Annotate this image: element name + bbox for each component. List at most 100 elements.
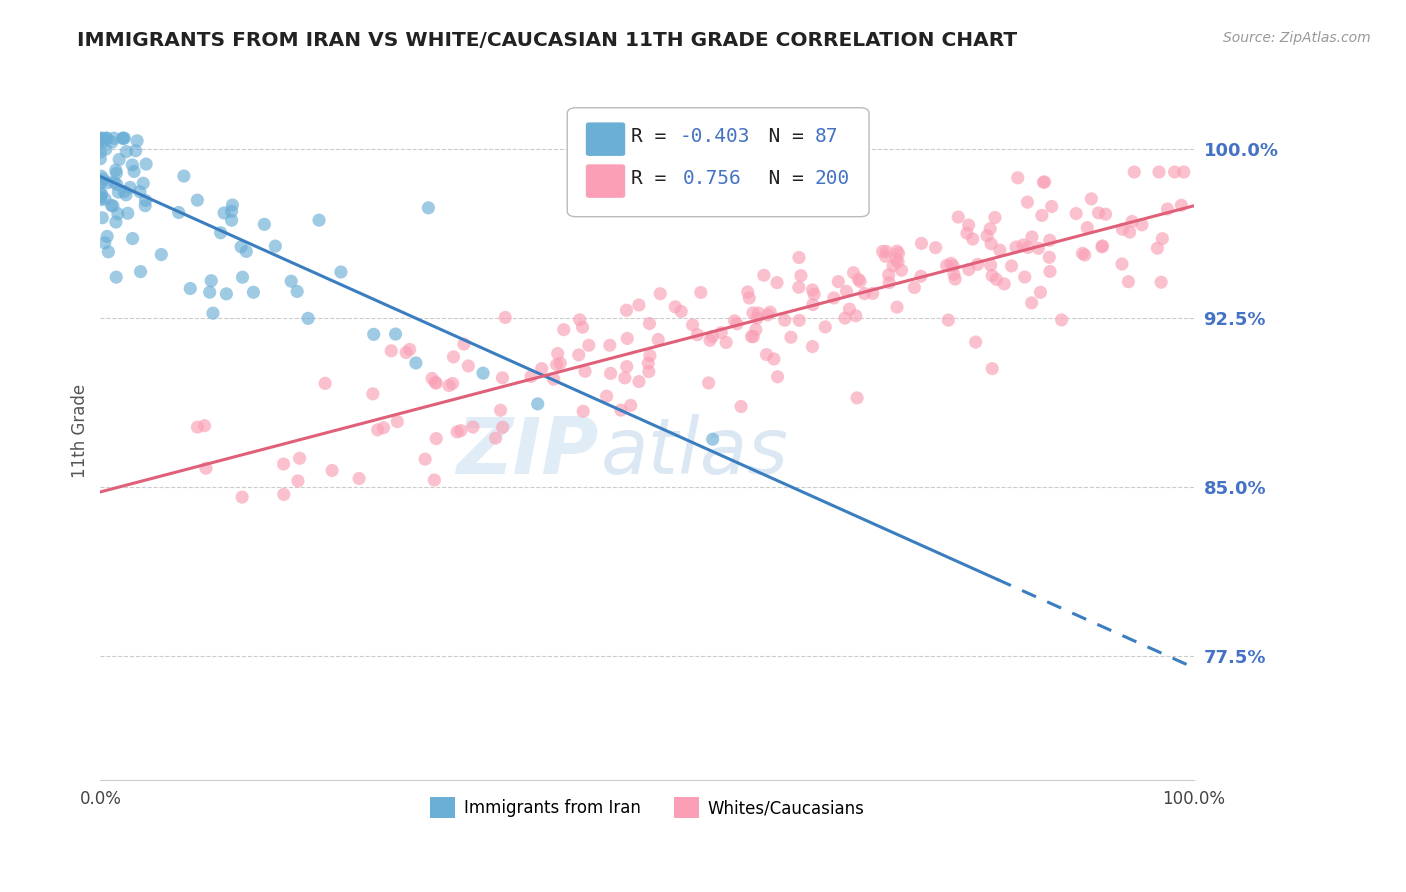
Point bbox=[780, 330, 803, 344]
Point bbox=[198, 285, 221, 300]
Point bbox=[647, 333, 669, 347]
Point bbox=[96, 131, 118, 145]
Point bbox=[745, 323, 768, 337]
Point bbox=[910, 269, 932, 284]
Point bbox=[814, 319, 837, 334]
Point bbox=[939, 256, 962, 270]
Point bbox=[1021, 296, 1043, 310]
Point bbox=[90, 186, 112, 201]
Point bbox=[610, 403, 633, 417]
Point bbox=[553, 323, 575, 337]
Point bbox=[103, 131, 125, 145]
Point bbox=[616, 303, 638, 318]
Point bbox=[980, 258, 1002, 272]
Point bbox=[441, 376, 464, 391]
Point bbox=[697, 376, 720, 390]
Point bbox=[755, 348, 778, 362]
Point bbox=[924, 241, 946, 255]
Point bbox=[405, 356, 427, 370]
Point bbox=[193, 418, 215, 433]
Point bbox=[599, 367, 621, 381]
Point bbox=[314, 376, 336, 391]
Point bbox=[638, 317, 661, 331]
Point bbox=[97, 176, 120, 190]
Point bbox=[200, 274, 222, 288]
Point bbox=[115, 187, 138, 202]
Point bbox=[1005, 240, 1028, 254]
Point bbox=[89, 190, 111, 204]
Point bbox=[886, 244, 908, 258]
Point bbox=[90, 193, 112, 207]
Text: IMMIGRANTS FROM IRAN VS WHITE/CAUCASIAN 11TH GRADE CORRELATION CHART: IMMIGRANTS FROM IRAN VS WHITE/CAUCASIAN … bbox=[77, 31, 1018, 50]
Point bbox=[201, 306, 224, 320]
Point bbox=[547, 346, 569, 360]
Point bbox=[936, 313, 959, 327]
Point bbox=[787, 280, 810, 294]
Point bbox=[616, 359, 638, 374]
Point bbox=[363, 327, 385, 342]
Point bbox=[942, 267, 965, 281]
Text: 0.756: 0.756 bbox=[683, 169, 742, 188]
Point bbox=[150, 247, 173, 261]
Point bbox=[461, 420, 484, 434]
Point bbox=[637, 356, 659, 370]
Point bbox=[472, 366, 495, 380]
Point bbox=[1111, 222, 1133, 236]
Point bbox=[766, 369, 789, 384]
Point bbox=[620, 398, 643, 412]
Point bbox=[838, 302, 860, 317]
Point bbox=[273, 457, 295, 471]
Point bbox=[425, 376, 447, 390]
Point bbox=[599, 338, 621, 352]
Point bbox=[90, 169, 112, 183]
Point bbox=[194, 461, 217, 475]
Point bbox=[373, 421, 395, 435]
Point bbox=[1017, 195, 1039, 210]
Point bbox=[115, 145, 138, 159]
Point bbox=[1071, 246, 1094, 260]
Point bbox=[215, 286, 238, 301]
Point bbox=[725, 317, 748, 331]
Point bbox=[747, 306, 769, 320]
Point bbox=[787, 251, 810, 265]
Point bbox=[1080, 192, 1102, 206]
Point bbox=[186, 420, 208, 434]
Point bbox=[787, 313, 810, 327]
Point bbox=[1111, 257, 1133, 271]
Point bbox=[418, 201, 440, 215]
Point bbox=[1091, 239, 1114, 253]
Point bbox=[89, 152, 111, 166]
Point bbox=[627, 375, 650, 389]
Point bbox=[437, 378, 460, 392]
Point bbox=[387, 415, 409, 429]
Point bbox=[135, 157, 157, 171]
Point bbox=[979, 221, 1001, 235]
Point bbox=[242, 285, 264, 300]
Point bbox=[112, 131, 135, 145]
Point bbox=[97, 244, 120, 259]
Point bbox=[762, 351, 785, 366]
Point bbox=[361, 387, 384, 401]
Point bbox=[129, 265, 152, 279]
Point bbox=[221, 198, 243, 212]
Point bbox=[1121, 214, 1143, 228]
Point bbox=[420, 371, 443, 385]
Point bbox=[121, 158, 143, 172]
Point bbox=[1007, 170, 1029, 185]
Text: R =: R = bbox=[631, 127, 678, 146]
Point bbox=[90, 175, 112, 189]
FancyBboxPatch shape bbox=[567, 108, 869, 217]
Point bbox=[1073, 248, 1095, 262]
Point bbox=[100, 198, 122, 212]
Point bbox=[1028, 241, 1050, 255]
Point bbox=[104, 215, 127, 229]
Point bbox=[943, 272, 966, 286]
Point bbox=[993, 277, 1015, 291]
Point bbox=[756, 308, 779, 322]
Point bbox=[550, 356, 572, 370]
Point bbox=[738, 291, 761, 305]
Point bbox=[96, 229, 118, 244]
Point bbox=[1029, 285, 1052, 300]
Point bbox=[801, 283, 824, 297]
Point bbox=[104, 163, 127, 178]
